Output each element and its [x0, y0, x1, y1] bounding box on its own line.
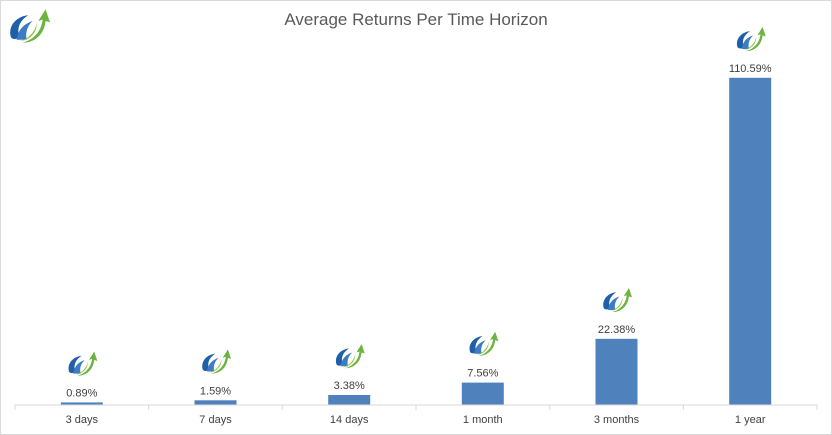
x-tick-label: 3 months — [594, 414, 640, 426]
data-label: 3.38% — [334, 380, 365, 392]
x-tick-label: 1 month — [463, 414, 503, 426]
x-tick-label: 14 days — [330, 414, 369, 426]
bar-7-days — [194, 400, 237, 405]
data-label: 0.89% — [66, 387, 97, 399]
bar-3-months — [595, 338, 638, 405]
rising-arrow-logo-icon — [68, 351, 98, 376]
rising-arrow-logo-icon — [335, 344, 365, 369]
rising-arrow-logo-icon — [736, 26, 766, 52]
x-tick-label: 3 days — [66, 414, 99, 426]
rising-arrow-logo-icon — [469, 331, 499, 356]
data-label: 110.59% — [729, 63, 772, 75]
bar-1-year — [729, 77, 772, 406]
data-label: 7.56% — [467, 368, 498, 380]
data-label: 22.38% — [598, 324, 636, 336]
bar-14-days — [328, 395, 371, 405]
bar-1-month — [461, 382, 504, 405]
rising-arrow-logo-icon — [202, 349, 232, 374]
rising-arrow-logo-icon — [603, 287, 633, 313]
data-label: 1.59% — [200, 385, 231, 397]
x-tick-label: 1 year — [735, 414, 766, 426]
chart-title: Average Returns Per Time Horizon — [284, 10, 548, 29]
bar-3-days — [60, 402, 103, 405]
x-tick-label: 7 days — [199, 414, 232, 426]
rising-arrow-logo-icon — [10, 9, 50, 43]
